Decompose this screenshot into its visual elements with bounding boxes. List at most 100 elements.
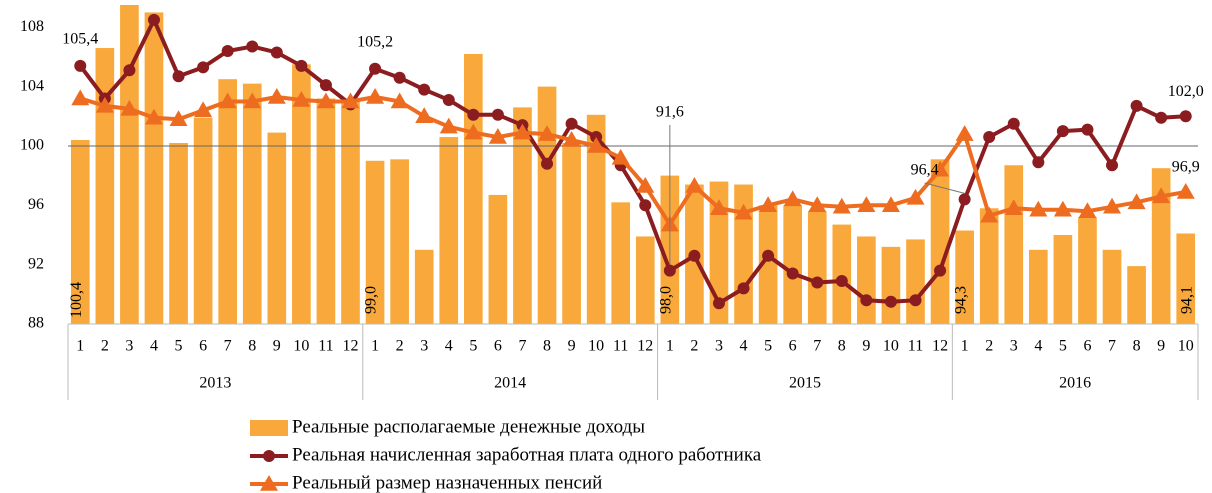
- point: [120, 99, 139, 116]
- x-tick-label: 4: [445, 338, 453, 355]
- bar-value-label: 94,3: [952, 286, 969, 314]
- x-tick-label: 7: [1108, 338, 1116, 355]
- x-tick-label: 5: [764, 338, 772, 355]
- point: [734, 203, 753, 220]
- y-tick-label: 100: [20, 137, 44, 154]
- bar: [414, 249, 434, 324]
- point: [931, 160, 950, 177]
- point: [611, 148, 630, 165]
- point: [934, 264, 947, 277]
- point: [980, 206, 999, 223]
- point: [513, 123, 532, 140]
- x-tick-label: 1: [666, 338, 674, 355]
- y-tick-label: 92: [28, 255, 44, 272]
- line-value-label: 105,4: [62, 31, 98, 48]
- bar: [390, 159, 409, 324]
- bar: [365, 160, 385, 324]
- point: [488, 128, 507, 144]
- x-tick-label: 12: [637, 338, 653, 355]
- x-tick-label: 6: [1083, 338, 1091, 355]
- leader-line: [924, 182, 965, 194]
- bar: [709, 181, 729, 324]
- x-group-label: 2014: [494, 375, 526, 392]
- x-tick-label: 12: [343, 338, 359, 355]
- bar: [341, 98, 360, 324]
- line: [79, 94, 1187, 227]
- bar-value-label: 98,0: [658, 286, 675, 314]
- x-tick-label: 7: [813, 338, 821, 355]
- x-tick-label: 9: [862, 338, 870, 355]
- point: [811, 276, 824, 289]
- point: [832, 197, 851, 214]
- bar: [635, 236, 655, 324]
- point: [71, 89, 90, 106]
- x-tick-label: 10: [883, 338, 899, 355]
- point: [1032, 156, 1045, 169]
- bar: [1176, 233, 1196, 324]
- lines-layer: [71, 13, 1195, 310]
- bar: [611, 202, 631, 324]
- x-tick-label: 6: [494, 338, 502, 355]
- x-tick-label: 11: [908, 338, 923, 355]
- line-value-label: 102,0: [1168, 83, 1204, 100]
- legend-marker: [260, 475, 278, 491]
- point: [464, 123, 483, 140]
- point: [663, 264, 676, 277]
- bar: [218, 79, 238, 325]
- x-tick-label: 1: [961, 338, 969, 355]
- x-tick-label: 3: [1010, 338, 1018, 355]
- x-tick-label: 11: [613, 338, 628, 355]
- x-tick-label: 6: [789, 338, 797, 355]
- bar: [439, 137, 459, 324]
- bar: [1004, 165, 1024, 324]
- point: [835, 274, 848, 287]
- x-tick-label: 4: [150, 338, 158, 355]
- point: [319, 79, 332, 92]
- bar: [1078, 217, 1097, 324]
- legend-swatch: [250, 420, 288, 436]
- point: [808, 196, 827, 213]
- bar: [120, 5, 139, 324]
- point: [1078, 202, 1097, 218]
- point: [390, 92, 409, 109]
- x-tick-label: 10: [1178, 338, 1194, 355]
- point: [636, 177, 655, 193]
- x-tick-label: 2: [690, 338, 698, 355]
- point: [393, 71, 406, 84]
- point: [1127, 193, 1146, 210]
- point: [491, 108, 504, 121]
- bar: [979, 208, 999, 324]
- point: [565, 117, 578, 130]
- point: [218, 92, 237, 109]
- point: [246, 40, 259, 53]
- x-tick-label: 11: [318, 338, 333, 355]
- bar: [513, 107, 532, 325]
- x-tick-label: 8: [543, 338, 551, 355]
- x-tick-label: 2: [985, 338, 993, 355]
- point: [1155, 111, 1168, 124]
- point: [884, 295, 897, 308]
- bar: [95, 48, 115, 325]
- x-tick-label: 12: [932, 338, 948, 355]
- x-tick-label: 10: [293, 338, 309, 355]
- point: [147, 13, 160, 26]
- point: [197, 61, 210, 74]
- point: [369, 62, 382, 75]
- point: [881, 196, 900, 213]
- point: [144, 108, 163, 125]
- point: [123, 64, 136, 77]
- bar: [70, 140, 90, 324]
- bar: [857, 236, 876, 324]
- bar: [562, 142, 581, 324]
- bar: [1127, 266, 1146, 324]
- y-tick-label: 108: [20, 18, 44, 35]
- point: [541, 157, 554, 170]
- x-tick-label: 7: [518, 338, 526, 355]
- bar: [807, 211, 827, 324]
- line-value-label: 91,6: [656, 104, 684, 121]
- point: [857, 196, 876, 213]
- bar: [537, 86, 557, 325]
- bar: [758, 205, 778, 324]
- point: [909, 294, 922, 307]
- point: [1106, 159, 1119, 172]
